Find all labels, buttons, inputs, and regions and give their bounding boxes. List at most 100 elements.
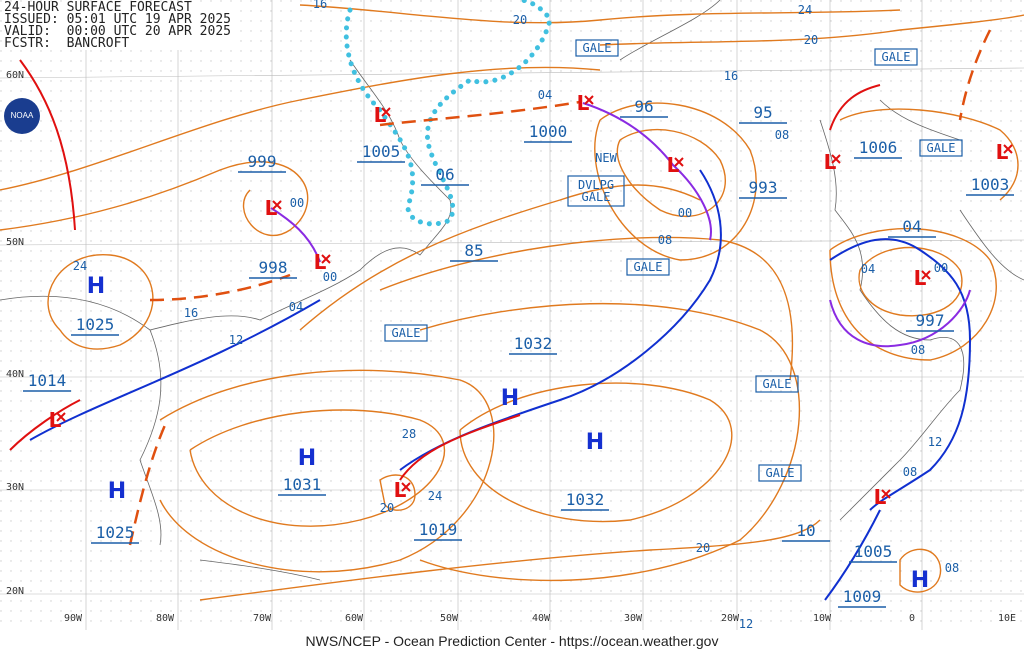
pressure-label: 1005	[362, 142, 401, 161]
longitude-label: 90W	[64, 613, 83, 624]
occluded-front	[829, 289, 971, 348]
header-line: VALID: 00:00 UTC 20 APR 2025	[4, 24, 231, 39]
logo: NOAA	[4, 98, 40, 134]
longitude-label: 80W	[156, 613, 175, 624]
isobar-label: 16	[724, 69, 738, 83]
note-label: NEW	[595, 151, 617, 165]
isobar-label: 24	[428, 489, 442, 503]
pressure-label: 1025	[96, 523, 135, 542]
isobar-label: 08	[903, 465, 917, 479]
warning-label: GALE	[392, 326, 421, 340]
low-marker	[321, 254, 331, 264]
low-marker	[401, 482, 411, 492]
pressure-label: 04	[902, 217, 921, 236]
warm-front	[19, 59, 76, 231]
isobar-label: 28	[402, 427, 416, 441]
isobar-label: 24	[73, 259, 87, 273]
longitude-label: 60W	[345, 613, 364, 624]
isobar-label: 04	[861, 262, 875, 276]
low-center: L	[577, 91, 590, 115]
warning-box	[575, 39, 619, 57]
isobars	[0, 4, 1024, 601]
cold-front	[29, 299, 321, 441]
latitude-label: 40N	[6, 369, 24, 380]
pressure-label: 1014	[28, 371, 67, 390]
warning-box	[626, 258, 670, 276]
warm-front	[9, 399, 81, 451]
pressure-label: 1000	[529, 122, 568, 141]
warning-label: GALE	[582, 190, 611, 204]
isobar-label: 12	[229, 333, 243, 347]
isobar-label: 08	[911, 343, 925, 357]
isobar-label: 00	[290, 196, 304, 210]
isobar-label: 16	[184, 306, 198, 320]
pressure-label: 1009	[843, 587, 882, 606]
low-center: L	[265, 196, 278, 220]
low-center: L	[824, 150, 837, 174]
cold-front	[829, 238, 972, 511]
longitude-label: 30W	[624, 613, 643, 624]
graticule	[0, 0, 1024, 630]
trough	[149, 273, 291, 302]
coastlines	[0, 0, 1024, 581]
isobar-label: 20	[513, 13, 527, 27]
isobar-label: 04	[289, 300, 303, 314]
low-center: L	[394, 478, 407, 502]
pressure-label: 1006	[859, 138, 898, 157]
warning-box	[384, 324, 428, 342]
pressure-label: 1003	[971, 175, 1010, 194]
header-line: FCSTR: BANCROFT	[4, 36, 130, 51]
warm-front	[399, 414, 521, 481]
pressure-label: 997	[916, 311, 945, 330]
warning-box	[755, 375, 799, 393]
isobar-label: 16	[313, 0, 327, 11]
isobar-label: 20	[696, 541, 710, 555]
header-line: ISSUED: 05:01 UTC 19 APR 2025	[4, 12, 231, 27]
pressure-label: 1019	[419, 520, 458, 539]
latitude-label: 60N	[6, 70, 24, 81]
pressure-label: 1025	[76, 315, 115, 334]
low-marker	[831, 154, 841, 164]
pressure-label: 95	[753, 103, 772, 122]
low-center: L	[914, 266, 927, 290]
latitude-label: 30N	[6, 482, 24, 493]
low-marker	[921, 270, 931, 280]
warning-box	[874, 48, 918, 66]
longitude-label: 0	[909, 613, 915, 624]
isobar-label: 04	[538, 88, 552, 102]
header: 24-HOUR SURFACE FORECAST ISSUED: 05:01 UT…	[4, 1, 237, 51]
low-center: L	[667, 153, 680, 177]
low-marker	[272, 200, 282, 210]
low-center: L	[374, 103, 387, 127]
high-center: H	[298, 446, 316, 471]
longitude-label: 10E	[998, 613, 1016, 624]
pressure-label: 1032	[514, 334, 553, 353]
high-center: H	[911, 568, 929, 593]
background	[0, 0, 1024, 630]
low-marker	[1003, 144, 1013, 154]
trough	[958, 29, 992, 121]
pressure-label: 85	[464, 241, 483, 260]
pressure-label: 1031	[283, 475, 322, 494]
warning-label: GALE	[763, 377, 792, 391]
longitude-label: 10W	[813, 613, 832, 624]
isobar-label: 08	[945, 561, 959, 575]
low-marker	[584, 95, 594, 105]
low-marker	[674, 157, 684, 167]
warning-box	[919, 139, 963, 157]
occluded-front	[270, 207, 321, 263]
low-marker	[56, 412, 66, 422]
isobar-label: 12	[739, 617, 753, 630]
isobar-label: 20	[804, 33, 818, 47]
warning-label: GALE	[766, 466, 795, 480]
isobar-label: 12	[928, 435, 942, 449]
isobar-label: 00	[678, 206, 692, 220]
high-center: H	[586, 430, 604, 455]
isobar-label: 00	[934, 261, 948, 275]
ice-edge	[343, 0, 553, 227]
longitude-label: 20W	[721, 613, 740, 624]
latitude-label: 20N	[6, 586, 24, 597]
isobar-label: 20	[380, 501, 394, 515]
